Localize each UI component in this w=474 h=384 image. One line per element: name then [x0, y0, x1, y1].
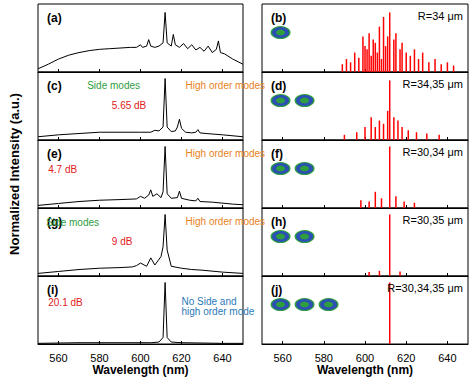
svg-text:20.1 dB: 20.1 dB	[48, 297, 83, 308]
svg-text:R=30,34,35 μm: R=30,34,35 μm	[387, 282, 463, 294]
svg-text:High order modes: High order modes	[186, 148, 265, 159]
svg-text:(f): (f)	[271, 147, 283, 161]
svg-text:(b): (b)	[271, 11, 286, 25]
svg-text:560: 560	[49, 352, 67, 364]
svg-text:580: 580	[315, 352, 333, 364]
svg-text:Side modes: Side modes	[87, 80, 140, 91]
svg-text:High order modes: High order modes	[186, 216, 265, 227]
svg-text:Wavelength (nm): Wavelength (nm)	[317, 363, 413, 377]
svg-text:high order mode: high order mode	[182, 306, 255, 317]
svg-text:5.65 dB: 5.65 dB	[112, 100, 147, 111]
svg-text:4.7 dB: 4.7 dB	[48, 164, 77, 175]
svg-text:620: 620	[397, 352, 415, 364]
svg-text:9 dB: 9 dB	[112, 236, 133, 247]
svg-text:600: 600	[131, 352, 149, 364]
svg-text:No Side and: No Side and	[181, 295, 237, 307]
svg-text:Wavelength (nm): Wavelength (nm)	[92, 363, 188, 377]
svg-text:560: 560	[273, 352, 291, 364]
svg-text:(c): (c)	[47, 79, 62, 93]
svg-text:(d): (d)	[271, 79, 286, 93]
svg-text:High order modes: High order modes	[186, 80, 265, 91]
svg-text:600: 600	[356, 352, 374, 364]
svg-text:R=30,35 μm: R=30,35 μm	[403, 214, 463, 226]
svg-text:(e): (e)	[47, 147, 62, 161]
svg-text:(h): (h)	[271, 215, 286, 229]
svg-text:640: 640	[438, 352, 456, 364]
svg-text:640: 640	[213, 352, 231, 364]
svg-text:(j): (j)	[271, 283, 282, 297]
svg-text:R=30,34 μm: R=30,34 μm	[403, 146, 463, 158]
svg-text:Side modes: Side modes	[46, 217, 99, 228]
svg-text:580: 580	[90, 352, 108, 364]
svg-text:(a): (a)	[47, 11, 62, 25]
svg-text:Normalized Intensity (a.u.): Normalized Intensity (a.u.)	[7, 93, 22, 255]
svg-text:(i): (i)	[47, 283, 58, 297]
svg-text:620: 620	[172, 352, 190, 364]
svg-text:R=34,35 μm: R=34,35 μm	[403, 78, 463, 90]
svg-text:R=34 μm: R=34 μm	[418, 10, 463, 22]
